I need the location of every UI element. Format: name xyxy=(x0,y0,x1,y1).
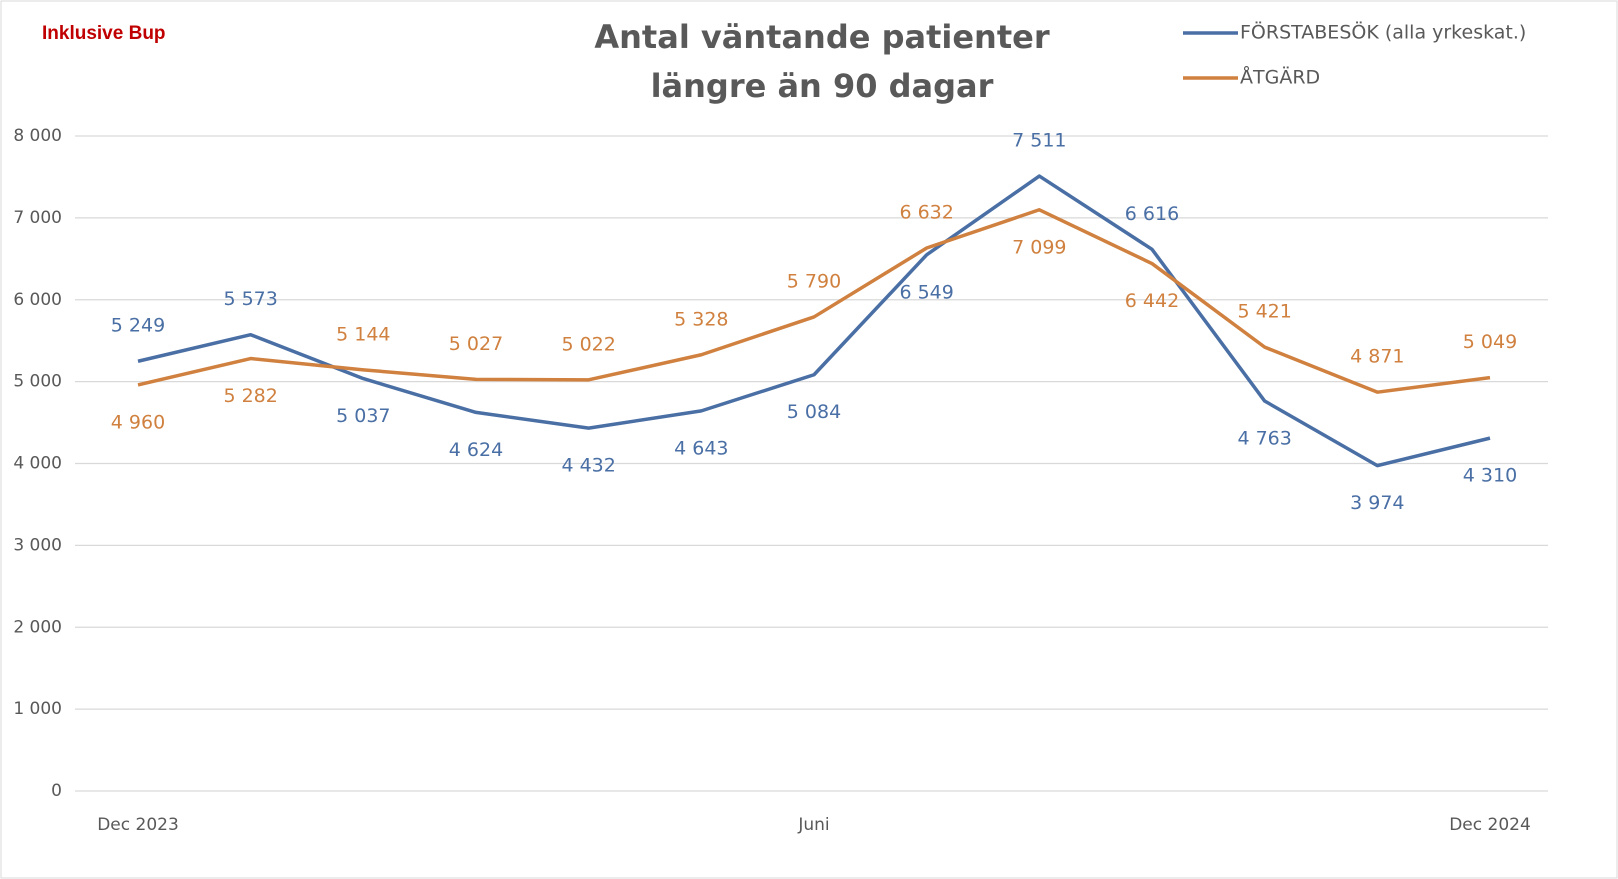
chart-title: längre än 90 dagar xyxy=(651,67,994,105)
y-tick-label: 5 000 xyxy=(13,372,62,392)
legend-label: FÖRSTABESÖK (alla yrkeskat.) xyxy=(1240,21,1526,44)
data-label: 4 432 xyxy=(561,455,615,477)
data-label: 5 037 xyxy=(336,405,390,427)
data-label: 6 442 xyxy=(1125,290,1179,312)
chart-title: Antal väntande patienter xyxy=(594,18,1049,56)
data-label: 5 144 xyxy=(336,323,390,345)
data-label: 5 027 xyxy=(449,333,503,355)
x-tick-label: Juni xyxy=(797,815,829,835)
data-label: 7 511 xyxy=(1012,130,1066,152)
series-line xyxy=(137,174,1491,468)
legend-label: ÅTGÄRD xyxy=(1240,66,1320,89)
data-label: 6 616 xyxy=(1125,203,1179,225)
data-label: 5 790 xyxy=(787,270,841,292)
y-tick-label: 8 000 xyxy=(13,126,62,146)
data-label: 4 643 xyxy=(674,437,728,459)
data-label: 5 084 xyxy=(787,401,841,423)
x-tick-label: Dec 2024 xyxy=(1449,815,1531,835)
annotation: Inklusive Bup xyxy=(42,23,166,44)
data-label: 4 763 xyxy=(1237,428,1291,450)
data-label: 4 310 xyxy=(1463,465,1517,487)
y-tick-label: 2 000 xyxy=(13,617,62,637)
data-label: 5 022 xyxy=(561,333,615,355)
data-label: 7 099 xyxy=(1012,236,1066,258)
data-label: 5 421 xyxy=(1237,301,1291,323)
data-label: 5 328 xyxy=(674,308,728,330)
data-label: 5 249 xyxy=(111,315,165,337)
y-tick-label: 7 000 xyxy=(13,208,62,228)
data-label: 4 624 xyxy=(449,439,503,461)
data-label: 6 549 xyxy=(899,281,953,303)
data-label: 3 974 xyxy=(1350,492,1404,514)
data-label: 5 282 xyxy=(223,385,277,407)
x-tick-label: Dec 2023 xyxy=(97,815,179,835)
y-tick-label: 3 000 xyxy=(13,535,62,555)
y-tick-label: 1 000 xyxy=(13,699,62,719)
data-label: 6 632 xyxy=(899,202,953,224)
data-label: 5 573 xyxy=(223,288,277,310)
data-label: 4 871 xyxy=(1350,346,1404,368)
y-tick-label: 4 000 xyxy=(13,454,62,474)
data-label: 4 960 xyxy=(111,411,165,433)
y-tick-label: 6 000 xyxy=(13,290,62,310)
data-label: 5 049 xyxy=(1463,331,1517,353)
series-line xyxy=(137,208,1491,394)
y-tick-label: 0 xyxy=(51,781,62,801)
